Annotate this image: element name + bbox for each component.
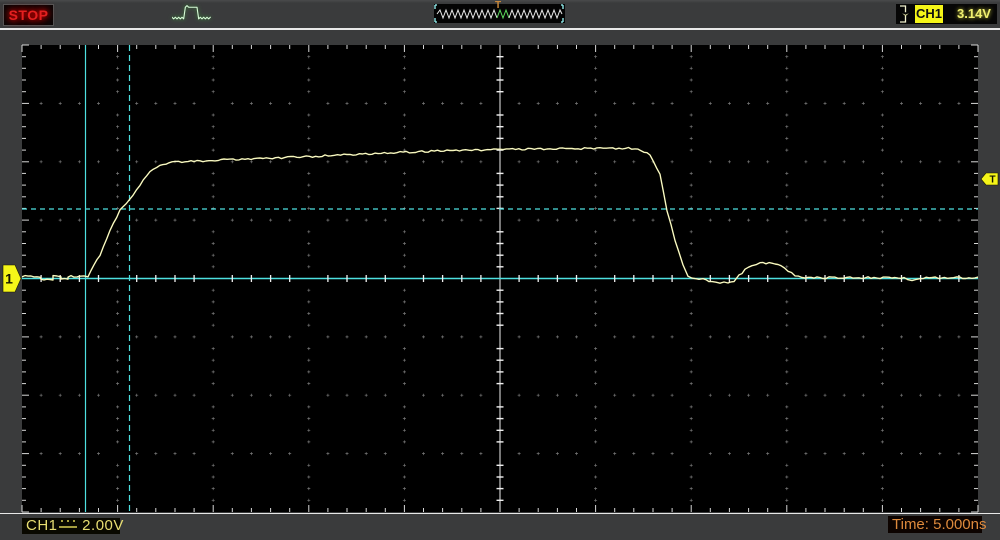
svg-text:T: T (989, 175, 995, 186)
svg-text:1: 1 (5, 271, 13, 287)
